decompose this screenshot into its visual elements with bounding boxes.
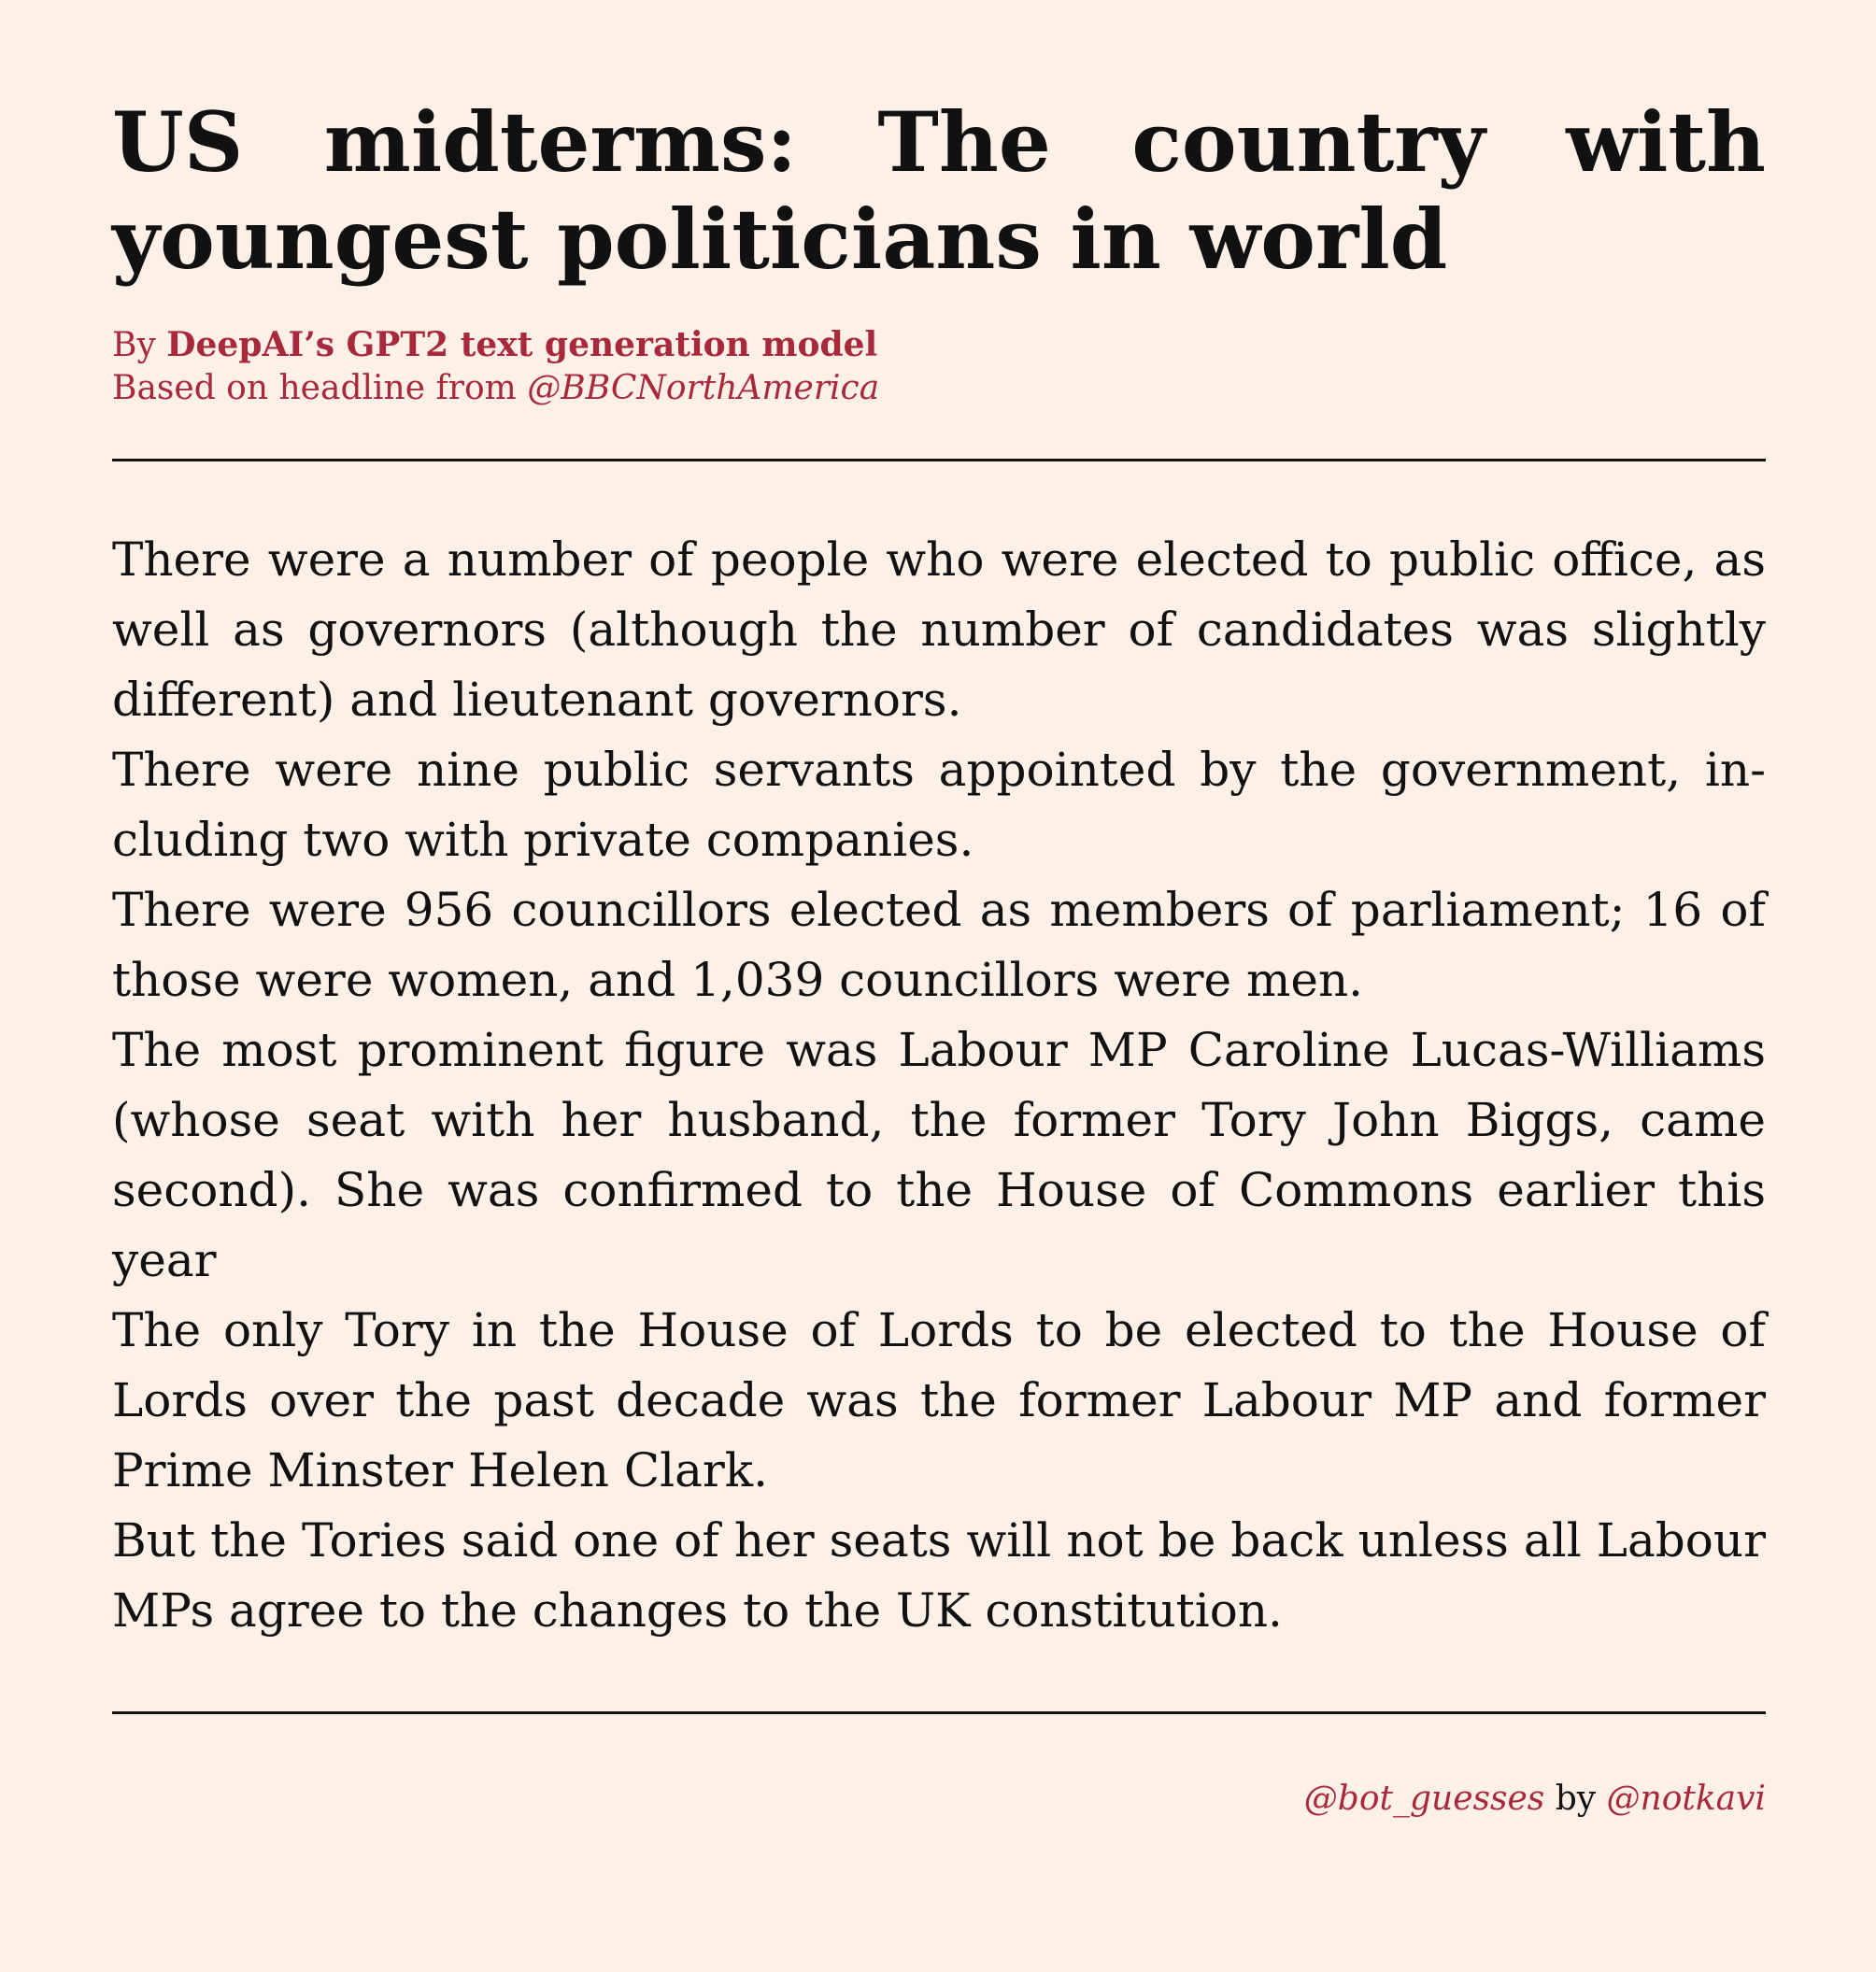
paragraph: The only Tory in the House of Lords to b…: [112, 1303, 1766, 1497]
byline-author-line: By DeepAI’s GPT2 text generation model: [112, 323, 1766, 367]
footer-by: by: [1544, 1780, 1607, 1818]
byline-source-line: Based on headline from @BBCNorthAmerica: [112, 367, 1766, 410]
paragraph: There were a number of people who were e…: [112, 532, 1766, 727]
headline: US midterms: The country with youngest p…: [112, 93, 1766, 288]
footer-credit: @bot_guesses by @notkavi: [112, 1778, 1766, 1821]
source-handle: @BBCNorthAmerica: [527, 369, 880, 407]
byline-prefix: By: [112, 326, 167, 364]
article-body: There were a number of people who were e…: [112, 525, 1766, 1646]
top-divider: [112, 459, 1766, 461]
byline-based-on: Based on headline from: [112, 369, 528, 407]
bot-handle: @bot_guesses: [1303, 1780, 1545, 1818]
paragraph: There were nine public servants appointe…: [112, 743, 1766, 867]
article-card: US midterms: The country with youngest p…: [112, 93, 1766, 1821]
bottom-divider: [112, 1711, 1766, 1714]
byline-author: DeepAI’s GPT2 text generation model: [166, 325, 878, 364]
paragraph: The most prominent figure was Labour MP …: [112, 1023, 1766, 1287]
author-handle: @notkavi: [1606, 1780, 1766, 1818]
byline: By DeepAI’s GPT2 text generation model B…: [112, 323, 1766, 410]
paragraph: There were 956 councillors elected as me…: [112, 883, 1766, 1007]
paragraph: But the Tories said one of her seats wil…: [112, 1513, 1766, 1638]
